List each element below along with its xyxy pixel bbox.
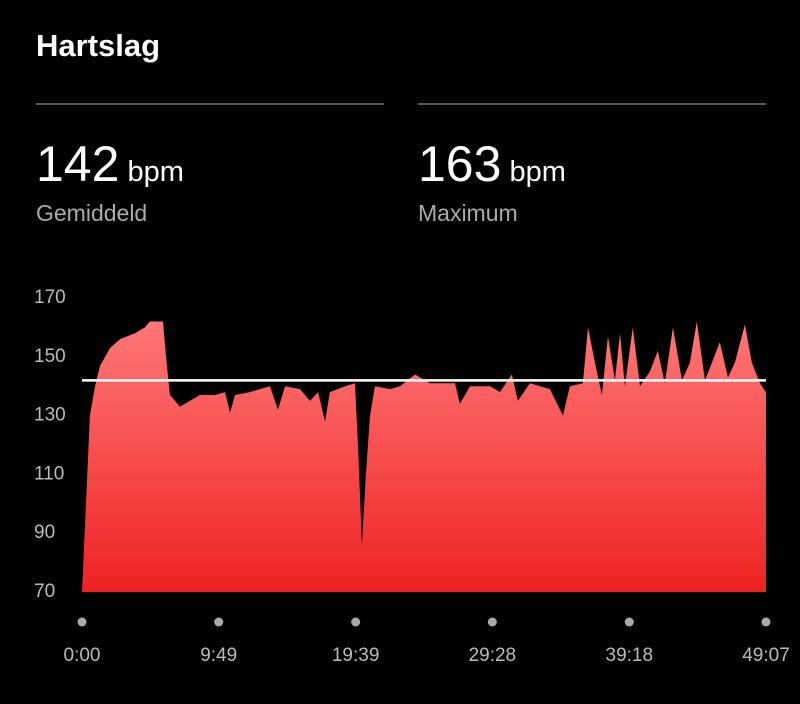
y-tick-label: 130 (34, 405, 66, 426)
stat-label: Gemiddeld (36, 200, 148, 226)
x-tick-label: 9:49 (200, 645, 237, 666)
y-tick-label: 170 (34, 287, 66, 308)
y-tick-label: 90 (34, 522, 55, 543)
stat-maximum: 163 bpm (418, 135, 566, 193)
x-tick-label: 29:28 (469, 645, 517, 666)
x-tick-label: 49:07 (742, 645, 790, 666)
y-tick-label: 150 (34, 346, 66, 367)
x-tick-dot (351, 617, 361, 627)
divider (418, 103, 766, 105)
x-tick-dot (487, 617, 497, 627)
y-tick-label: 110 (34, 463, 64, 484)
area (82, 321, 766, 592)
title: Hartslag (36, 28, 161, 63)
stat-unit: bpm (509, 156, 566, 188)
divider (36, 103, 384, 105)
stat-value: 163 (418, 136, 502, 192)
stat-value: 142 (36, 136, 120, 192)
x-tick-dot (624, 617, 634, 627)
x-tick-dot (77, 617, 87, 627)
x-tick-dot (761, 617, 771, 627)
stat-unit: bpm (127, 156, 184, 188)
y-tick-label: 70 (34, 581, 55, 602)
x-tick-dot (214, 617, 224, 627)
x-tick-label: 19:39 (332, 645, 380, 666)
x-tick-label: 0:00 (64, 645, 101, 666)
stat-label: Maximum (418, 200, 518, 226)
stat-average: 142 bpm (36, 135, 184, 193)
x-tick-label: 39:18 (606, 645, 654, 666)
